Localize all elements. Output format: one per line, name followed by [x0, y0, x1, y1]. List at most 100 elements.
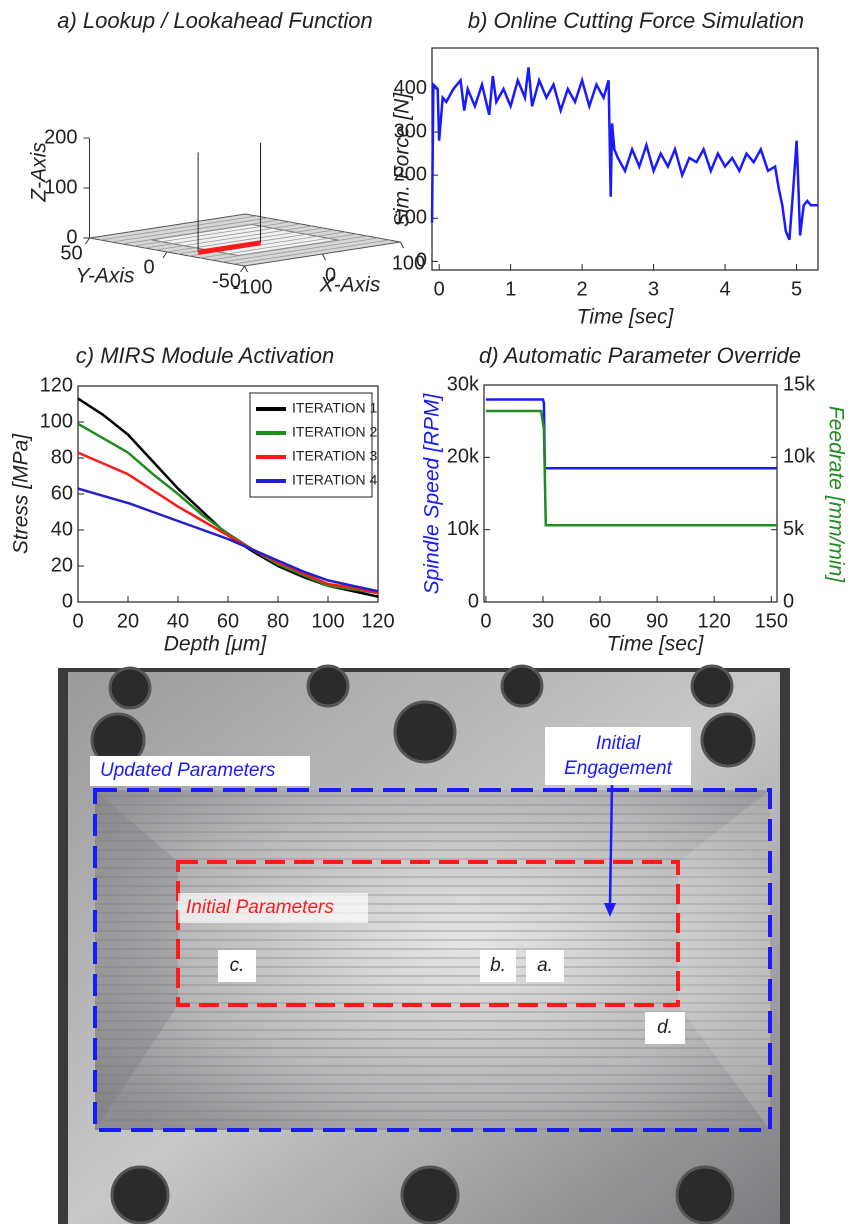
surface-mesh [211, 235, 368, 261]
bolt [690, 664, 734, 708]
y-tick-label: 0 [62, 590, 73, 612]
x-tick-label: 2 [577, 278, 588, 300]
x-tick-label: 30 [532, 610, 554, 632]
y-tick-label: 50 [60, 242, 82, 264]
y2-tick-label: 0 [783, 590, 794, 612]
y-tick-label: 0 [143, 256, 154, 278]
bolt [108, 666, 152, 710]
photo-label: Updated Parameters [100, 760, 276, 781]
bolt [500, 664, 544, 708]
bolts [90, 664, 756, 1224]
plot-frame [431, 47, 819, 271]
photo-label: Initial Parameters [186, 897, 334, 918]
y-tick-label: 20k [447, 446, 480, 468]
y-tick-label: 100 [394, 207, 427, 229]
arrow-head [604, 903, 616, 917]
label-box [178, 893, 368, 923]
x-axis-label: Time [sec] [577, 306, 675, 329]
photo-label: Initial [596, 733, 641, 754]
x-tick-label: 60 [589, 610, 611, 632]
legend-label: ITERATION 2 [292, 424, 378, 440]
y-tick-label: 200 [394, 163, 427, 185]
x-tick-label: 0 [480, 610, 491, 632]
chart-title: c) MIRS Module Activation [76, 343, 334, 368]
initial-region [176, 860, 680, 1007]
label-box [90, 756, 310, 786]
x-tick-label: 0 [325, 264, 336, 286]
surface-mesh [100, 215, 257, 241]
bolt [110, 1165, 170, 1224]
label-box [526, 950, 564, 982]
label-box [480, 950, 516, 982]
updated-region [93, 788, 772, 1132]
x-tick [322, 253, 326, 261]
z-axis-label: Z-Axis [28, 142, 51, 203]
y-axis-label: Stress [MPa] [10, 433, 33, 554]
legend-label: ITERATION 4 [292, 472, 378, 488]
x-tick-label: 150 [755, 610, 788, 632]
x-tick-label: 5 [791, 278, 802, 300]
data-line [430, 67, 818, 241]
chart-title: b) Online Cutting Force Simulation [468, 8, 804, 33]
z-tick-label: 0 [66, 226, 77, 248]
data-line [485, 409, 777, 527]
y-tick-label: -50 [212, 270, 241, 292]
surface-mesh [111, 217, 268, 243]
toolpath [197, 240, 261, 255]
photo-label: a. [537, 955, 553, 976]
x-tick [244, 265, 248, 273]
y2-tick-label: 15k [783, 373, 816, 395]
x-tick-label: 1 [505, 278, 516, 300]
toolpath-texture [95, 790, 770, 1130]
y-tick-label: 400 [394, 77, 427, 99]
arrow [608, 784, 614, 906]
bolt [400, 1165, 460, 1224]
x-tick-label: 100 [311, 610, 344, 632]
x-tick-label: 120 [698, 610, 731, 632]
x-axis-label: Depth [μm] [164, 633, 268, 656]
photo-label: b. [490, 955, 506, 976]
y-tick-label: 20 [51, 554, 73, 576]
z-tick-label: 100 [44, 176, 77, 198]
bolt [306, 664, 350, 708]
bolt [700, 712, 756, 768]
z-tick-label: 200 [44, 126, 77, 148]
legend-label: ITERATION 3 [292, 448, 378, 464]
x-tick-label: 0 [434, 278, 445, 300]
x-tick-label: 80 [267, 610, 289, 632]
y-tick [162, 251, 168, 259]
y-tick-label: 300 [394, 120, 427, 142]
y-tick-label: 100 [40, 410, 73, 432]
x-axis-label: Time [sec] [607, 633, 705, 656]
y-axis-label: Spindle Speed [RPM] [421, 392, 444, 594]
y-tick-label: 40 [51, 518, 73, 540]
workpiece-photo: Updated Parameters Initial Parameters In… [58, 664, 790, 1224]
legend-label: ITERATION 1 [292, 400, 378, 416]
photo-label: Engagement [564, 758, 672, 779]
y-axis-label: Y-Axis [75, 265, 135, 288]
x-tick-label: 100 [392, 252, 425, 274]
surface-mesh [155, 225, 312, 251]
bolt [393, 700, 457, 764]
pocket-wall [678, 790, 770, 1130]
y-tick-label: 0 [416, 250, 427, 272]
y2-tick-label: 10k [783, 446, 816, 468]
surface-mesh [144, 223, 301, 249]
y-tick-label: 10k [447, 518, 480, 540]
bolt [675, 1165, 735, 1224]
photo-label: c. [230, 955, 245, 976]
y-tick [240, 265, 245, 273]
photo-label: d. [657, 1017, 673, 1038]
y-tick [85, 237, 90, 245]
x-tick-label: 4 [720, 278, 731, 300]
data-line [77, 487, 379, 593]
x-tick-label: 20 [117, 610, 139, 632]
label-box [218, 950, 256, 982]
surface-mesh [133, 221, 290, 247]
label-box [645, 1012, 685, 1044]
y-axis-label: Sim. Force [N] [391, 92, 414, 227]
surface-mesh [233, 239, 390, 265]
y-tick-label: 120 [40, 374, 73, 396]
chart-title: a) Lookup / Lookahead Function [57, 8, 373, 33]
